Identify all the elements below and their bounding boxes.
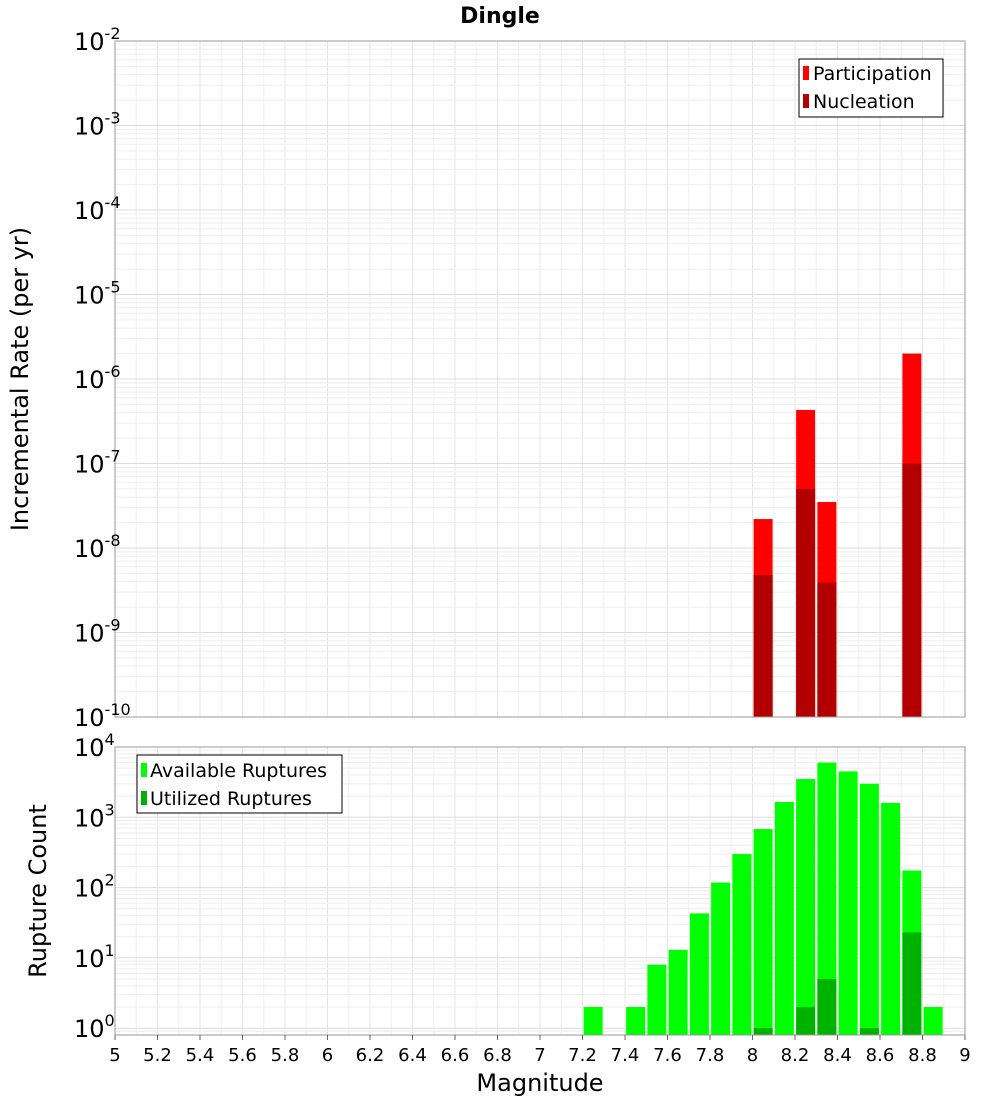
x-tick-label: 6 xyxy=(322,1045,333,1066)
x-tick-label: 8.6 xyxy=(866,1045,895,1066)
x-tick-label: 5 xyxy=(109,1045,120,1066)
bottom-y-axis-label: Rupture Count xyxy=(24,804,52,978)
x-tick-label: 7.6 xyxy=(653,1045,682,1066)
count-bar-available-ruptures xyxy=(626,1007,646,1035)
x-tick-label: 7.2 xyxy=(568,1045,597,1066)
count-bar-available-ruptures xyxy=(647,964,667,1035)
count-bar-utilized-ruptures xyxy=(817,979,837,1035)
count-bar-available-ruptures xyxy=(838,771,858,1035)
count-bar-utilized-ruptures xyxy=(859,1028,879,1035)
y-tick-label: 10-8 xyxy=(74,531,121,563)
x-tick-label: 6.2 xyxy=(356,1045,385,1066)
y-tick-label: 100 xyxy=(74,1011,115,1043)
x-tick-label: 8.2 xyxy=(781,1045,810,1066)
top-y-axis-label: Incremental Rate (per yr) xyxy=(6,227,34,531)
bottom-y-ticks: 104 103 102 101 100 xyxy=(74,730,115,1043)
count-bar-available-ruptures xyxy=(923,1007,943,1035)
count-bar-utilized-ruptures xyxy=(902,932,922,1035)
x-tick-label: 7.4 xyxy=(611,1045,640,1066)
y-tick-label: 104 xyxy=(74,730,115,762)
x-ticks: 5 5.2 5.4 5.6 5.8 6 6.2 6.4 6.6 6.8 7 7.2 7.4 7.6 7.8 8… xyxy=(109,1035,971,1066)
count-bar-utilized-ruptures xyxy=(753,1028,773,1035)
top-plot-frame xyxy=(114,40,966,718)
y-tick-label: 10-6 xyxy=(74,362,121,394)
y-tick-label: 10-10 xyxy=(74,700,131,732)
count-bar-available-ruptures xyxy=(817,762,837,1035)
top-grid xyxy=(115,41,965,718)
x-tick-label: 5.2 xyxy=(143,1045,172,1066)
rate-bar-nucleation xyxy=(902,463,922,717)
top-y-ticks: 10-2 10-3 10-4 10-5 10-6 10-7 10-8 10-9 10-10 xyxy=(74,24,131,732)
y-tick-label: 10-3 xyxy=(74,109,121,141)
legend-swatch-utilized xyxy=(141,791,147,805)
y-tick-label: 102 xyxy=(74,871,115,903)
x-tick-label: 5.4 xyxy=(186,1045,215,1066)
bottom-legend-box xyxy=(136,754,343,814)
count-bar-available-ruptures xyxy=(796,779,816,1035)
count-bar-available-ruptures xyxy=(711,882,731,1035)
legend-swatch-participation xyxy=(803,66,809,80)
count-bar-utilized-ruptures xyxy=(796,1007,816,1035)
legend-label-participation: Participation xyxy=(813,63,932,85)
x-tick-label: 6.4 xyxy=(398,1045,427,1066)
x-tick-label: 5.8 xyxy=(271,1045,300,1066)
count-bar-available-ruptures xyxy=(689,913,709,1035)
top-bars xyxy=(753,353,922,717)
bottom-bars xyxy=(583,762,943,1035)
x-tick-label: 6.6 xyxy=(441,1045,470,1066)
x-tick-label: 6.8 xyxy=(483,1045,512,1066)
y-tick-label: 10-2 xyxy=(74,24,121,56)
rate-bar-nucleation xyxy=(817,582,837,717)
y-tick-label: 101 xyxy=(74,941,115,973)
legend-label-nucleation: Nucleation xyxy=(813,91,915,113)
legend-swatch-available xyxy=(141,763,147,777)
x-tick-label: 5.6 xyxy=(228,1045,257,1066)
y-tick-label: 10-4 xyxy=(74,193,121,225)
top-legend-box xyxy=(798,58,944,118)
legend-swatch-nucleation xyxy=(803,94,809,108)
count-bar-available-ruptures xyxy=(859,783,879,1035)
x-axis-label: Magnitude xyxy=(476,1069,603,1097)
count-bar-available-ruptures xyxy=(753,829,773,1035)
x-tick-label: 7.8 xyxy=(696,1045,725,1066)
count-bar-available-ruptures xyxy=(668,949,688,1035)
y-tick-label: 103 xyxy=(74,800,115,832)
rate-bar-nucleation xyxy=(753,574,773,717)
y-tick-label: 10-7 xyxy=(74,447,121,479)
x-tick-label: 7 xyxy=(534,1045,545,1066)
x-tick-label: 8.8 xyxy=(908,1045,937,1066)
count-bar-available-ruptures xyxy=(881,802,901,1035)
top-legend: Participation Nucleation xyxy=(798,58,944,118)
y-tick-label: 10-9 xyxy=(74,616,121,648)
chart-title: Dingle xyxy=(460,4,540,29)
count-bar-available-ruptures xyxy=(732,854,752,1035)
x-tick-label: 8.4 xyxy=(823,1045,852,1066)
legend-label-available: Available Ruptures xyxy=(150,760,327,782)
count-bar-available-ruptures xyxy=(774,802,794,1035)
count-bar-available-ruptures xyxy=(583,1007,603,1035)
x-tick-label: 8 xyxy=(747,1045,758,1066)
x-tick-label: 9 xyxy=(959,1045,970,1066)
legend-label-utilized: Utilized Ruptures xyxy=(150,788,312,810)
y-tick-label: 10-5 xyxy=(74,278,121,310)
bottom-legend: Available Ruptures Utilized Ruptures xyxy=(136,754,343,814)
rate-bar-nucleation xyxy=(796,488,816,717)
